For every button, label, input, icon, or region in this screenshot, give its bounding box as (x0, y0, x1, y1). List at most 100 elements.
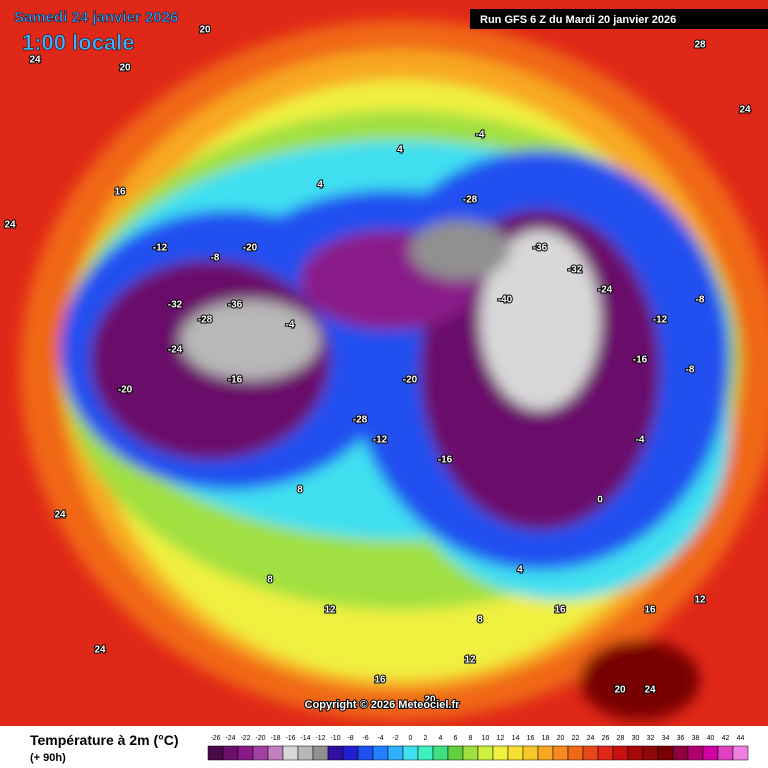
map-label: 24 (644, 685, 656, 696)
tick-label: -8 (347, 735, 353, 742)
tick-label: -14 (300, 735, 310, 742)
color-swatch (567, 745, 584, 761)
tick-label: 36 (677, 735, 685, 742)
tick-label: -16 (285, 735, 295, 742)
map-label: 20 (614, 685, 626, 696)
color-swatch (552, 745, 569, 761)
map-label: -36 (533, 243, 548, 254)
map-label: 24 (54, 510, 66, 521)
tick-label: 40 (707, 735, 715, 742)
map-label: 20 (119, 63, 131, 74)
map-label: 4 (317, 180, 323, 191)
tick-label: 16 (527, 735, 535, 742)
map-label: 8 (267, 575, 273, 586)
map-label: -32 (168, 300, 183, 311)
tick-label: -4 (377, 735, 383, 742)
map-label: 20 (424, 695, 436, 706)
color-swatch (642, 745, 659, 761)
map-label: -20 (403, 375, 418, 386)
color-swatch (312, 745, 329, 761)
map-label: -4 (286, 320, 295, 331)
color-swatch (732, 745, 749, 761)
color-swatch (597, 745, 614, 761)
tick-label: -18 (270, 735, 280, 742)
map-label: 0 (597, 495, 603, 506)
color-swatch (717, 745, 734, 761)
map-label: -28 (353, 415, 368, 426)
tick-label: 0 (409, 735, 413, 742)
tick-label: 34 (662, 735, 670, 742)
map-label: -32 (568, 265, 583, 276)
tick-label: -24 (225, 735, 235, 742)
color-swatch (402, 745, 419, 761)
tick-label: 18 (542, 735, 550, 742)
map-label: 24 (29, 55, 41, 66)
map-label: -16 (438, 455, 453, 466)
color-swatch (462, 745, 479, 761)
tick-label: 20 (557, 735, 565, 742)
map-label: -24 (598, 285, 613, 296)
color-swatch (687, 745, 704, 761)
map-label: -12 (153, 243, 168, 254)
map-label: -36 (228, 300, 243, 311)
color-swatch (522, 745, 539, 761)
map-label: -16 (633, 355, 648, 366)
map-label: -40 (498, 295, 513, 306)
color-swatch (672, 745, 689, 761)
date: Samedi 24 janvier 2026 (14, 9, 178, 26)
color-swatch (537, 745, 554, 761)
legend-subtitle: (+ 90h) (30, 752, 66, 764)
tick-label: 28 (617, 735, 625, 742)
map-label: -28 (463, 195, 478, 206)
tick-label: 10 (482, 735, 490, 742)
map-label: -8 (696, 295, 705, 306)
map-labels: 20 24 20 16 24 28 24 -12 -8 -20 -32 -36 -28 -24 -16 -20… (3, 24, 752, 707)
color-swatch (342, 745, 359, 761)
tick-label: 38 (692, 735, 700, 742)
color-swatch (627, 745, 644, 761)
tick-label: 22 (572, 735, 580, 742)
map-label: 16 (374, 675, 386, 686)
color-swatch (282, 745, 299, 761)
tick-label: -12 (315, 735, 325, 742)
map-label: 4 (517, 565, 523, 576)
color-swatch (507, 745, 524, 761)
map-label: -8 (686, 365, 695, 376)
color-swatch (447, 745, 464, 761)
color-swatch (612, 745, 629, 761)
color-swatch (252, 745, 269, 761)
map-label: -16 (228, 375, 243, 386)
map-label: 16 (114, 187, 126, 198)
map-label: 20 (199, 25, 211, 36)
run: Run GFS 6 Z du Mardi 20 janvier 2026 (480, 14, 676, 26)
tick-label: 4 (439, 735, 443, 742)
color-swatch (237, 745, 254, 761)
time: 1:00 locale (22, 30, 135, 55)
map-label: 28 (694, 40, 706, 51)
copyright: Copyright © 2026 Meteociel.fr (305, 699, 461, 711)
tick-label: 14 (512, 735, 520, 742)
map-label: 24 (739, 105, 751, 116)
map-label: 12 (694, 595, 706, 606)
legend-title: Température à 2m (°C) (30, 732, 179, 748)
map-label: -28 (198, 315, 213, 326)
color-swatch (372, 745, 389, 761)
colorbar: -26 -24 -22 -20 -18 -16 -14 -12 -10 -8 -6 -4 -2 0 2 4 6 8… (207, 735, 749, 761)
map-label: -24 (168, 345, 183, 356)
color-swatch (492, 745, 509, 761)
map-label: -4 (476, 130, 485, 141)
tick-label: 6 (454, 735, 458, 742)
color-swatch (207, 745, 224, 761)
color-swatch (432, 745, 449, 761)
map-label: -20 (243, 243, 258, 254)
tick-label: 30 (632, 735, 640, 742)
color-swatch (417, 745, 434, 761)
map-label: 16 (644, 605, 656, 616)
color-swatch (297, 745, 314, 761)
tick-label: 8 (469, 735, 473, 742)
tick-label: 44 (737, 735, 745, 742)
tick-label: -6 (362, 735, 368, 742)
map-label: -20 (118, 385, 133, 396)
